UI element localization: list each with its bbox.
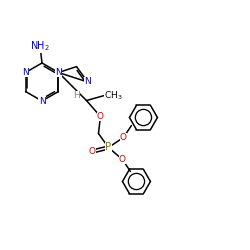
Text: N: N bbox=[55, 68, 62, 77]
Text: P: P bbox=[105, 142, 112, 152]
Text: O: O bbox=[119, 155, 126, 164]
Text: NH$_2$: NH$_2$ bbox=[30, 39, 50, 53]
Text: N: N bbox=[22, 68, 29, 77]
Text: N: N bbox=[84, 78, 91, 86]
Text: O: O bbox=[120, 133, 127, 142]
Text: CH$_3$: CH$_3$ bbox=[104, 89, 123, 102]
Text: O: O bbox=[97, 112, 104, 121]
Text: O: O bbox=[89, 147, 96, 156]
Text: N: N bbox=[38, 96, 46, 106]
Text: H: H bbox=[73, 91, 80, 100]
